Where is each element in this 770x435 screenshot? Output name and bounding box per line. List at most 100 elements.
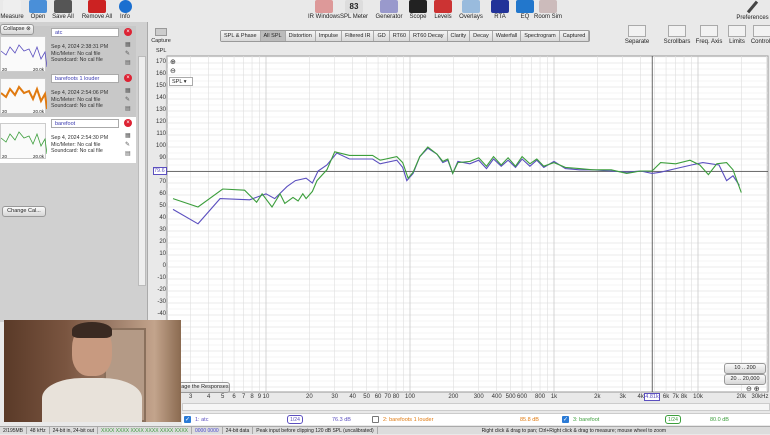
room-sim-button[interactable]: Room Sim [528, 0, 568, 20]
tab-all-spl[interactable]: All SPL [260, 31, 286, 41]
legend-checkbox-1[interactable]: ✓ [184, 416, 191, 423]
x-zoom-icons[interactable]: ⊖ ⊕ [746, 386, 760, 393]
x-tick-label: 40 [349, 394, 357, 400]
tab-decay[interactable]: Decay [470, 31, 493, 41]
scrollbars-icon [668, 25, 686, 37]
y-tick-label: -40 [157, 311, 166, 317]
scope-button[interactable]: Scope [398, 0, 438, 20]
levels-button[interactable]: Levels [423, 0, 463, 20]
horizontal-scrollbar[interactable] [182, 403, 770, 411]
spl-meter-button[interactable]: 83 SPL Meter [339, 0, 369, 20]
range-20-20000-button[interactable]: 20 .. 20,000 [724, 374, 766, 385]
tab-distortion[interactable]: Distortion [285, 31, 316, 41]
y-tick-label: 20 [159, 239, 166, 245]
measurement-info: Sep 4, 2024 2:54:06 PM Mic/Meter: No cal … [51, 90, 109, 109]
preferences-button[interactable]: Preferences [735, 0, 770, 21]
y-tick-label: 0 [162, 263, 166, 269]
x-tick-label: 6 [232, 394, 236, 400]
measurement-info: Sep 4, 2024 2:54:30 PM Mic/Meter: No cal … [51, 135, 109, 154]
tab-rt60[interactable]: RT60 [389, 31, 411, 41]
remove-measurement-icon[interactable]: × [124, 28, 132, 36]
save-measurement-icon[interactable]: ▦ [125, 88, 131, 94]
y-tick-label: 170 [155, 59, 166, 65]
status-field: Right click & drag to pan; Ctrl+Right cl… [481, 428, 667, 434]
save-all-button[interactable]: Save All [43, 0, 83, 20]
scrollbars-button[interactable]: Scrollbars [660, 25, 694, 45]
legend-checkbox-3[interactable]: ✓ [562, 416, 569, 423]
remove-all-button[interactable]: Remove All [77, 0, 117, 20]
generator-button[interactable]: Generator [369, 0, 409, 20]
y-tick-label: 140 [155, 95, 166, 101]
rta-icon [491, 0, 509, 13]
overlays-button[interactable]: Overlays [451, 0, 491, 20]
average-responses-button[interactable]: rage the Responses [178, 382, 230, 393]
rta-button[interactable]: RTA [480, 0, 520, 20]
freq-axis-button[interactable]: Freq. Axis [692, 25, 726, 45]
panel-scrollbar[interactable] [138, 56, 146, 286]
tab-waterfall[interactable]: Waterfall [492, 31, 522, 41]
y-tick-label: 120 [155, 119, 166, 125]
save-icon [54, 0, 72, 13]
tab-captured[interactable]: Captured [559, 31, 590, 41]
measurement-item[interactable]: 20 20.0k barefoot Sep 4, 2024 2:54:30 PM Mic… [0, 117, 136, 163]
measurement-name-field[interactable]: barefoots 1 louder [51, 74, 119, 83]
limits-button[interactable]: Limits [720, 25, 754, 45]
room-sim-icon [539, 0, 557, 13]
tab-clarity[interactable]: Clarity [447, 31, 471, 41]
webcam-overlay [4, 320, 181, 422]
edit-notes-icon[interactable]: ✎ [125, 51, 131, 57]
save-measurement-icon[interactable]: ▦ [125, 42, 131, 48]
edit-notes-icon[interactable]: ✎ [125, 97, 131, 103]
smoothing-button[interactable]: 1/24 [665, 415, 681, 424]
zoom-out-icon[interactable]: ⊖ [170, 68, 176, 75]
remove-measurement-icon[interactable]: × [124, 119, 132, 127]
measure-button[interactable]: Measure [0, 0, 32, 20]
info-doc-icon[interactable]: ▤ [125, 151, 131, 157]
controls-button[interactable]: Controls [745, 25, 770, 45]
tab-gd[interactable]: GD [374, 31, 390, 41]
plot-area[interactable] [166, 55, 769, 393]
capture-button[interactable]: Capture [150, 28, 172, 44]
y-select-dropdown[interactable]: SPL ▾ [169, 77, 193, 86]
info-button[interactable]: Info [105, 0, 145, 20]
y-tick-label: 90 [159, 155, 166, 161]
y-tick-label: 60 [159, 191, 166, 197]
edit-notes-icon[interactable]: ✎ [125, 142, 131, 148]
change-cal-button[interactable]: Change Cal... [2, 206, 46, 217]
measurement-name-field[interactable]: barefoot [51, 119, 119, 128]
tab-impulse[interactable]: Impulse [315, 31, 343, 41]
tab-filtered-ir[interactable]: Filtered IR [342, 31, 375, 41]
tab-rt60-decay[interactable]: RT60 Decay [410, 31, 448, 41]
y-tick-label: 70 [159, 179, 166, 185]
measurement-item[interactable]: 20 20.0k barefoots 1 louder Sep 4, 2024 2:5… [0, 72, 136, 118]
save-measurement-icon[interactable]: ▦ [125, 133, 131, 139]
remove-measurement-icon[interactable]: × [124, 74, 132, 82]
open-button[interactable]: Open [18, 0, 58, 20]
zoom-in-icon[interactable]: ⊕ [170, 59, 176, 66]
freq-axis-icon [700, 25, 718, 37]
smoothing-button[interactable]: 1/24 [287, 415, 303, 424]
x-tick-label: 9 [257, 394, 262, 400]
info-doc-icon[interactable]: ▤ [125, 60, 131, 66]
x-tick-label: 400 [491, 394, 502, 400]
eq-icon [516, 0, 534, 13]
y-tick-label: 150 [155, 83, 166, 89]
range-10-200-button[interactable]: 10 .. 200 [724, 363, 766, 374]
separate-button[interactable]: Separate [620, 25, 654, 45]
info-doc-icon[interactable]: ▤ [125, 106, 131, 112]
measurement-name-field[interactable]: atc [51, 28, 119, 37]
y-tick-label: 130 [155, 107, 166, 113]
limits-icon [728, 25, 746, 37]
x-tick-label: 10k [693, 394, 703, 400]
tab-spectrogram[interactable]: Spectrogram [521, 31, 560, 41]
collapse-button[interactable]: Collapse ⊗ [0, 24, 34, 35]
measurement-info: Sep 4, 2024 2:38:31 PM Mic/Meter: No cal … [51, 44, 109, 63]
legend-level: 85.8 dB [520, 417, 539, 423]
measurements-panel: 20 20.0k atc Sep 4, 2024 2:38:31 PM Mic/Mete… [0, 22, 148, 322]
tab-spl-phase[interactable]: SPL & Phase [221, 31, 261, 41]
eq-button[interactable]: EQ [505, 0, 545, 20]
x-tick-label: 5 [220, 394, 225, 400]
ir-windows-button[interactable]: IR Windows [304, 0, 344, 20]
legend-checkbox-2[interactable] [372, 416, 379, 423]
